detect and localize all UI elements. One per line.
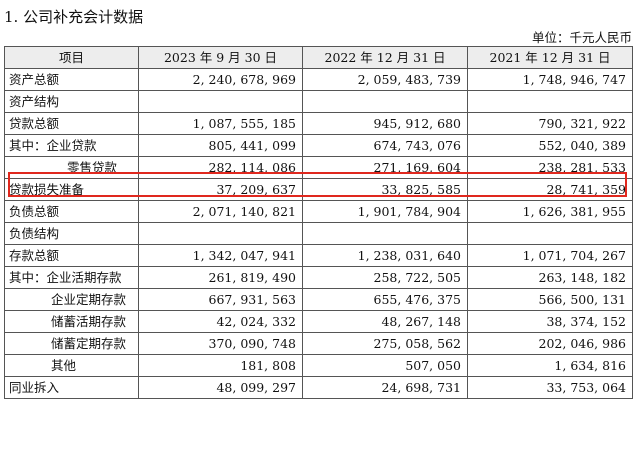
table-row: 储蓄活期存款 42, 024, 332 48, 267, 148 38, 374…: [4, 310, 633, 333]
cell-value: 667, 931, 563: [138, 288, 303, 311]
table-row: 企业定期存款 667, 931, 563 655, 476, 375 566, …: [4, 288, 633, 311]
unit-label: 单位：千元人民币: [531, 30, 632, 45]
table-row: 资产总额 2, 240, 678, 969 2, 059, 483, 739 1…: [4, 68, 633, 91]
cell-value: 263, 148, 182: [467, 266, 633, 289]
cell-value: 1, 238, 031, 640: [302, 244, 468, 267]
row-label: 同业拆入: [4, 376, 139, 399]
table-row-highlighted: 零售贷款 282, 114, 086 271, 169, 604 238, 28…: [4, 156, 633, 179]
cell-value: 1, 626, 381, 955: [467, 200, 633, 223]
cell-value: 24, 698, 731: [302, 376, 468, 399]
cell-value: 2, 059, 483, 739: [302, 68, 468, 91]
table-row: 储蓄定期存款 370, 090, 748 275, 058, 562 202, …: [4, 332, 633, 355]
table-row: 其中：企业活期存款 261, 819, 490 258, 722, 505 26…: [4, 266, 633, 289]
cell-value: 655, 476, 375: [302, 288, 468, 311]
cell-value: 48, 099, 297: [138, 376, 303, 399]
cell-value: 38, 374, 152: [467, 310, 633, 333]
row-label: 零售贷款: [4, 156, 139, 179]
table-row: 其中：企业贷款 805, 441, 099 674, 743, 076 552,…: [4, 134, 633, 157]
cell-value: 370, 090, 748: [138, 332, 303, 355]
cell-value: 33, 825, 585: [302, 178, 468, 201]
cell-value: 1, 748, 946, 747: [467, 68, 633, 91]
cell-value: 1, 634, 816: [467, 354, 633, 377]
cell-value: 238, 281, 533: [467, 156, 633, 179]
cell-value: 33, 753, 064: [467, 376, 633, 399]
cell-value: 1, 071, 704, 267: [467, 244, 633, 267]
cell-value: 566, 500, 131: [467, 288, 633, 311]
table-row: 存款总额 1, 342, 047, 941 1, 238, 031, 640 1…: [4, 244, 633, 267]
table-row: 负债总额 2, 071, 140, 821 1, 901, 784, 904 1…: [4, 200, 633, 223]
cell-value: 945, 912, 680: [302, 112, 468, 135]
cell-value: 2, 240, 678, 969: [138, 68, 303, 91]
cell-value: [302, 222, 468, 245]
row-label: 企业定期存款: [4, 288, 139, 311]
cell-value: 261, 819, 490: [138, 266, 303, 289]
cell-value: 674, 743, 076: [302, 134, 468, 157]
row-label: 负债结构: [4, 222, 139, 245]
row-label: 贷款损失准备: [4, 178, 139, 201]
cell-value: 48, 267, 148: [302, 310, 468, 333]
table-header-row: 项目 2023 年 9 月 30 日 2022 年 12 月 31 日 2021…: [4, 46, 633, 69]
cell-value: 552, 040, 389: [467, 134, 633, 157]
row-label: 储蓄活期存款: [4, 310, 139, 333]
cell-value: 790, 321, 922: [467, 112, 633, 135]
cell-value: 805, 441, 099: [138, 134, 303, 157]
cell-value: 1, 342, 047, 941: [138, 244, 303, 267]
row-label: 其中：企业贷款: [4, 134, 139, 157]
header-date-2021-12-31: 2021 年 12 月 31 日: [467, 46, 633, 69]
header-date-2022-12-31: 2022 年 12 月 31 日: [302, 46, 468, 69]
header-date-2023-09-30: 2023 年 9 月 30 日: [138, 46, 303, 69]
row-label: 其他: [4, 354, 139, 377]
table-row: 负债结构: [4, 222, 633, 245]
cell-value: [467, 90, 633, 113]
cell-value: 42, 024, 332: [138, 310, 303, 333]
cell-value: 282, 114, 086: [138, 156, 303, 179]
table-row: 同业拆入 48, 099, 297 24, 698, 731 33, 753, …: [4, 376, 633, 399]
cell-value: [467, 222, 633, 245]
cell-value: [138, 222, 303, 245]
row-label: 资产总额: [4, 68, 139, 91]
table-row: 资产结构: [4, 90, 633, 113]
cell-value: [138, 90, 303, 113]
cell-value: 275, 058, 562: [302, 332, 468, 355]
header-item: 项目: [4, 46, 139, 69]
row-label: 负债总额: [4, 200, 139, 223]
row-label: 贷款总额: [4, 112, 139, 135]
cell-value: 271, 169, 604: [302, 156, 468, 179]
cell-value: 507, 050: [302, 354, 468, 377]
cell-value: 181, 808: [138, 354, 303, 377]
cell-value: 1, 087, 555, 185: [138, 112, 303, 135]
cell-value: 202, 046, 986: [467, 332, 633, 355]
cell-value: 258, 722, 505: [302, 266, 468, 289]
section-title: 1. 公司补充会计数据: [4, 8, 144, 26]
cell-value: 28, 741, 359: [467, 178, 633, 201]
cell-value: 1, 901, 784, 904: [302, 200, 468, 223]
row-label: 存款总额: [4, 244, 139, 267]
supplementary-accounting-table: 项目 2023 年 9 月 30 日 2022 年 12 月 31 日 2021…: [4, 46, 633, 399]
cell-value: [302, 90, 468, 113]
table-row: 贷款总额 1, 087, 555, 185 945, 912, 680 790,…: [4, 112, 633, 135]
table-row: 贷款损失准备 37, 209, 637 33, 825, 585 28, 741…: [4, 178, 633, 201]
row-label: 其中：企业活期存款: [4, 266, 139, 289]
row-label: 储蓄定期存款: [4, 332, 139, 355]
cell-value: 2, 071, 140, 821: [138, 200, 303, 223]
row-label: 资产结构: [4, 90, 139, 113]
table-row: 其他 181, 808 507, 050 1, 634, 816: [4, 354, 633, 377]
cell-value: 37, 209, 637: [138, 178, 303, 201]
